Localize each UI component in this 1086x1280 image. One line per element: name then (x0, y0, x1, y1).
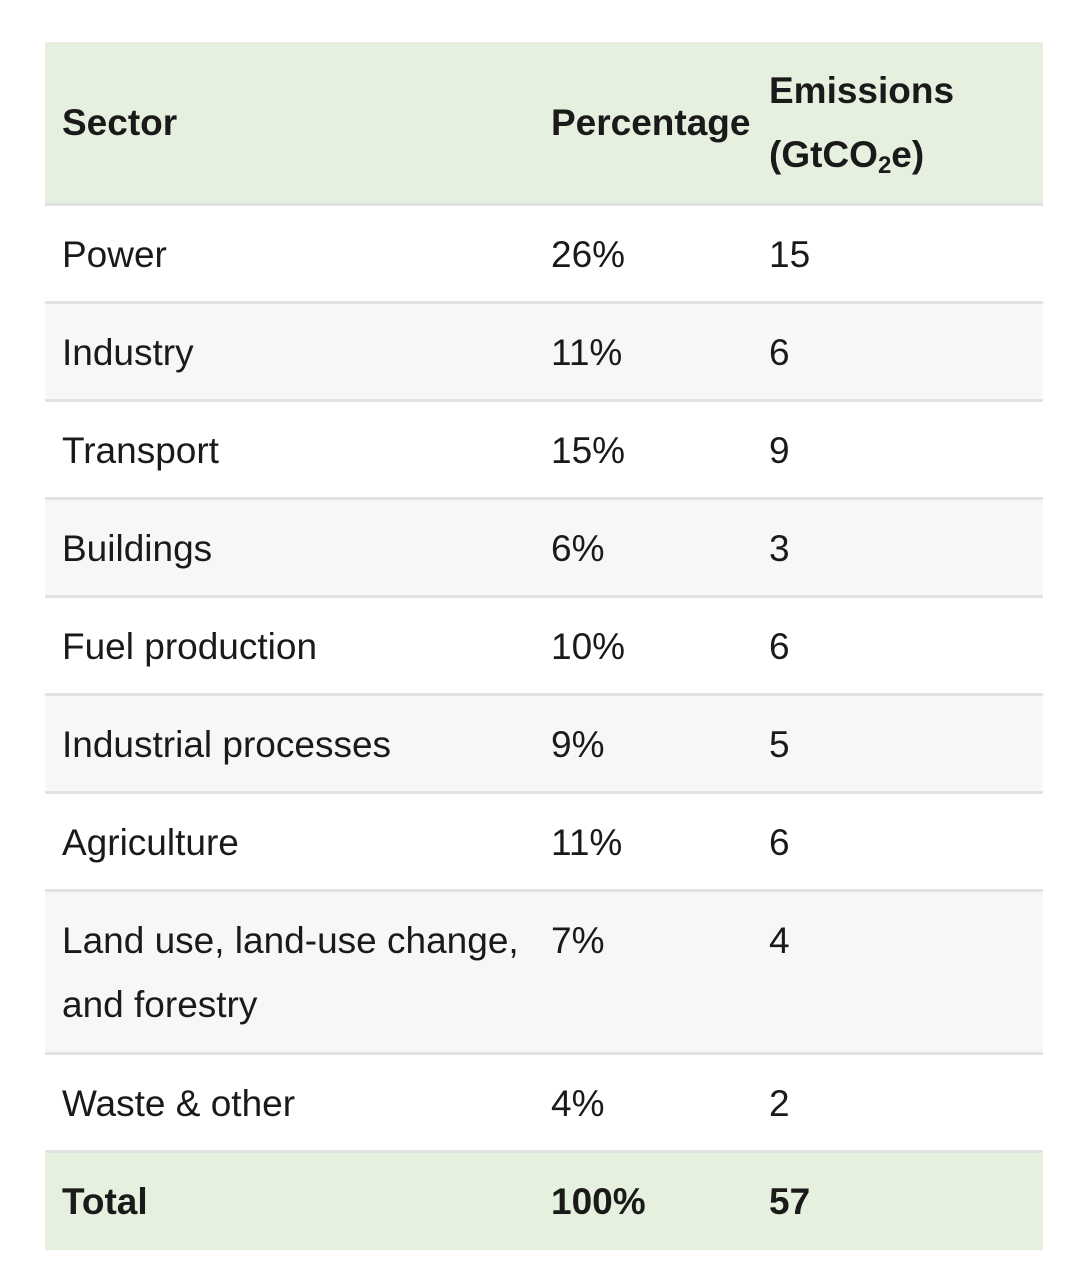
cell-emissions: 2 (769, 1083, 790, 1124)
table-row: Waste & other 4% 2 (45, 1055, 1043, 1153)
cell-emissions: 9 (769, 430, 790, 471)
total-percentage: 100% (551, 1181, 646, 1222)
cell-percentage: 26% (551, 234, 626, 275)
cell-sector: Agriculture (62, 822, 239, 863)
table-header-row: Sector Percentage Emissions (GtCO2e) (45, 42, 1043, 206)
cell-sector: Transport (62, 430, 219, 471)
header-emissions-unit-pre: (GtCO (769, 133, 878, 175)
table-total-row: Total 100% 57 (45, 1153, 1043, 1250)
header-percentage: Percentage (551, 102, 751, 143)
header-sector: Sector (62, 102, 178, 143)
cell-sector: Waste & other (62, 1083, 296, 1124)
cell-percentage: 15% (551, 430, 626, 471)
header-emissions-line2: (GtCO2e) (769, 123, 924, 187)
cell-percentage: 9% (551, 724, 605, 765)
cell-emissions: 4 (769, 920, 790, 961)
cell-emissions: 6 (769, 626, 790, 667)
cell-percentage: 4% (551, 1083, 605, 1124)
table-row: Power 26% 15 (45, 206, 1043, 304)
cell-percentage: 6% (551, 528, 605, 569)
total-emissions: 57 (769, 1181, 811, 1222)
cell-sector: Buildings (62, 528, 213, 569)
table-row: Industry 11% 6 (45, 304, 1043, 402)
table-row: Industrial processes 9% 5 (45, 696, 1043, 794)
table-row: Buildings 6% 3 (45, 500, 1043, 598)
header-emissions-unit-post: e) (891, 133, 925, 175)
cell-percentage: 7% (551, 920, 605, 961)
cell-sector: Land use, land-use change, and forestry (62, 920, 519, 1025)
cell-emissions: 15 (769, 234, 811, 275)
table-row: Land use, land-use change, and forestry 7… (45, 892, 1043, 1055)
total-sector: Total (62, 1181, 148, 1222)
cell-emissions: 6 (769, 822, 790, 863)
cell-percentage: 11% (551, 332, 623, 373)
cell-percentage: 10% (551, 626, 626, 667)
cell-sector: Industrial processes (62, 724, 392, 765)
cell-emissions: 5 (769, 724, 790, 765)
table-row: Agriculture 11% 6 (45, 794, 1043, 892)
table-row: Fuel production 10% 6 (45, 598, 1043, 696)
emissions-table: Sector Percentage Emissions (GtCO2e) Pow… (45, 42, 1043, 1250)
cell-emissions: 6 (769, 332, 790, 373)
cell-sector: Fuel production (62, 626, 318, 667)
cell-sector: Power (62, 234, 167, 275)
table-row: Transport 15% 9 (45, 402, 1043, 500)
cell-emissions: 3 (769, 528, 790, 569)
header-emissions-unit-sub: 2 (877, 151, 892, 179)
cell-percentage: 11% (551, 822, 623, 863)
header-emissions-line1: Emissions (769, 69, 955, 111)
cell-sector: Industry (62, 332, 194, 373)
header-emissions: Emissions (GtCO2e) (769, 42, 1043, 203)
